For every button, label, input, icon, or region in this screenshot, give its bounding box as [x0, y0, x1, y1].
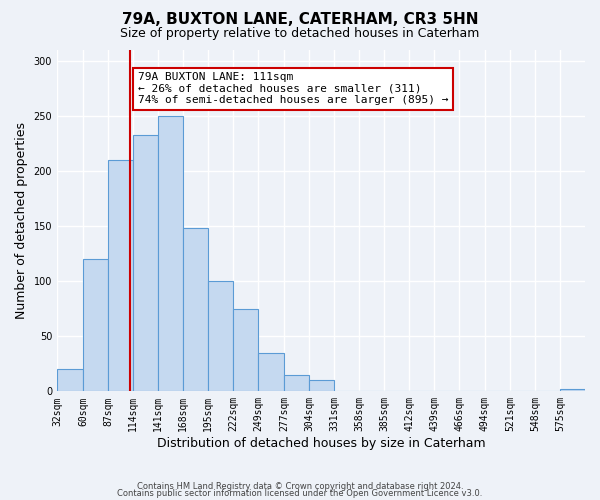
Bar — [560, 389, 585, 392]
Bar — [57, 370, 83, 392]
Bar — [158, 116, 183, 392]
Bar — [83, 259, 108, 392]
Bar — [208, 281, 233, 392]
Text: 79A BUXTON LANE: 111sqm
← 26% of detached houses are smaller (311)
74% of semi-d: 79A BUXTON LANE: 111sqm ← 26% of detache… — [137, 72, 448, 105]
Text: Contains HM Land Registry data © Crown copyright and database right 2024.: Contains HM Land Registry data © Crown c… — [137, 482, 463, 491]
Bar — [183, 228, 208, 392]
Bar — [258, 353, 284, 392]
Y-axis label: Number of detached properties: Number of detached properties — [15, 122, 28, 319]
X-axis label: Distribution of detached houses by size in Caterham: Distribution of detached houses by size … — [157, 437, 485, 450]
Bar — [284, 375, 309, 392]
Bar — [309, 380, 334, 392]
Text: Size of property relative to detached houses in Caterham: Size of property relative to detached ho… — [121, 28, 479, 40]
Bar — [233, 309, 258, 392]
Text: Contains public sector information licensed under the Open Government Licence v3: Contains public sector information licen… — [118, 490, 482, 498]
Bar — [133, 135, 158, 392]
Bar — [108, 160, 133, 392]
Text: 79A, BUXTON LANE, CATERHAM, CR3 5HN: 79A, BUXTON LANE, CATERHAM, CR3 5HN — [122, 12, 478, 28]
